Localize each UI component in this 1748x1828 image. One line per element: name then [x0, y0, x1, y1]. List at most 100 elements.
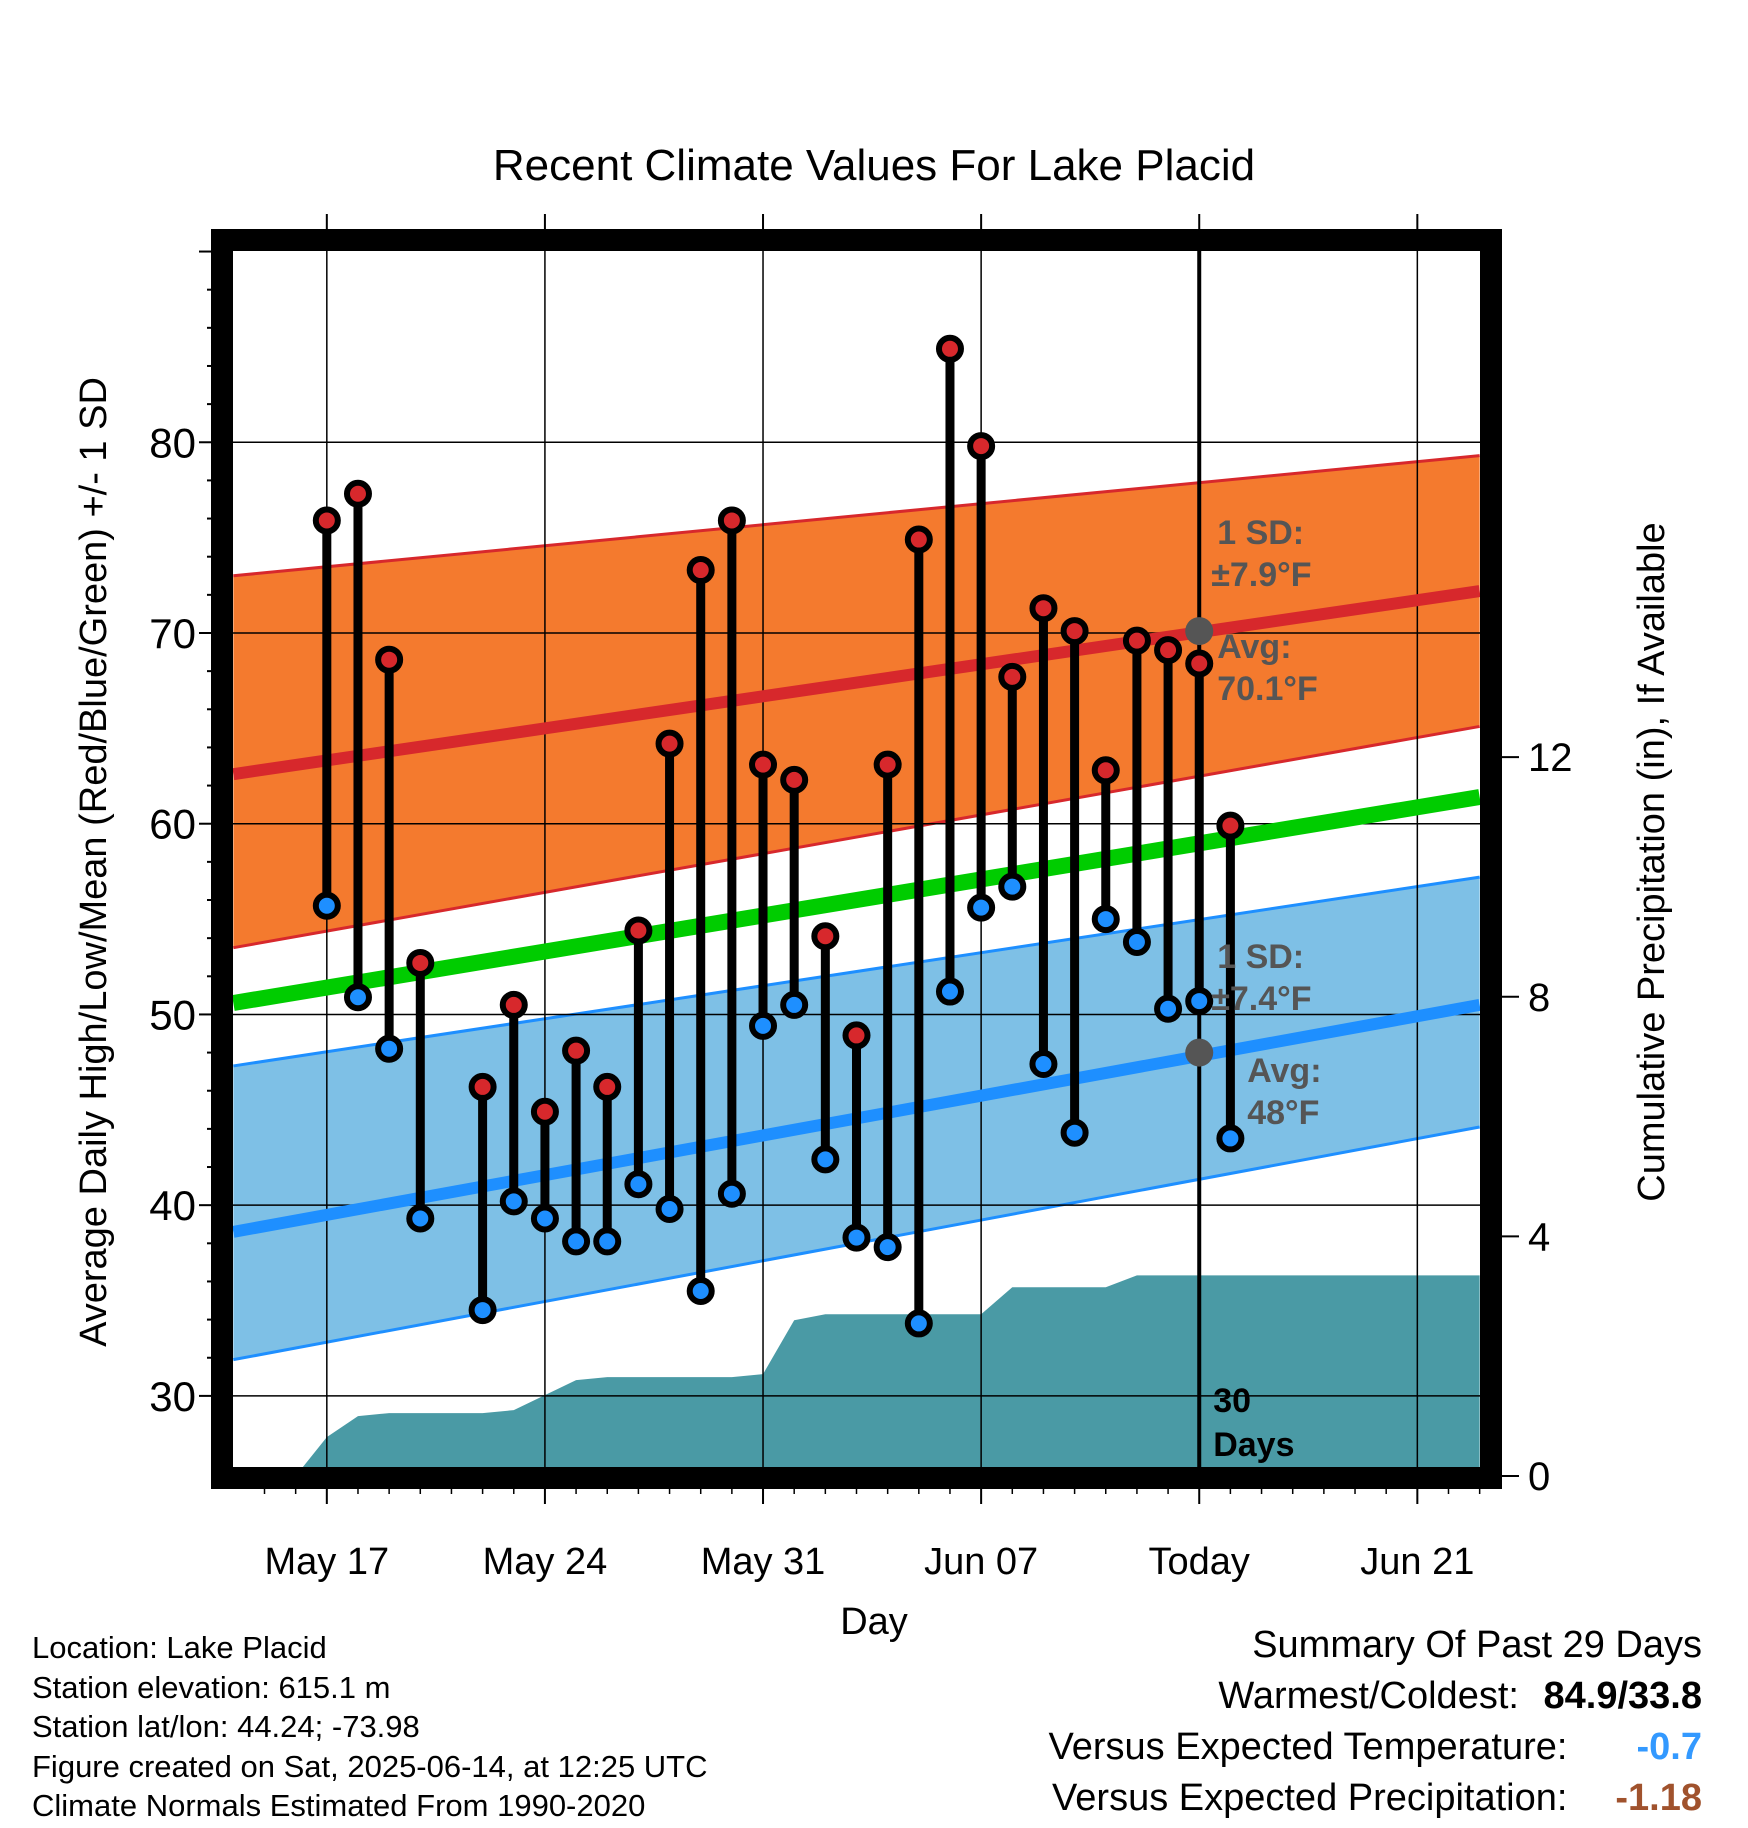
elevation-text: Station elevation: 615.1 m: [32, 1669, 391, 1705]
daily-high-marker: [375, 645, 404, 674]
high-sd-lower-edge: [233, 724, 1480, 950]
y-tick-label: 50: [149, 991, 196, 1038]
daily-low-marker: [406, 1204, 435, 1233]
daily-high-marker: [655, 729, 684, 758]
daily-high-marker: [1122, 626, 1151, 655]
x-tick-label: May 17: [265, 1541, 390, 1583]
daily-low-marker: [593, 1227, 622, 1256]
plot-area: 1 SD: ±7.9°F Avg: 70.1°F 1 SD: ±7.4°F Avg: 48°F…: [149, 214, 1573, 1583]
x-tick-label: May 31: [701, 1541, 826, 1583]
daily-high-marker: [1185, 649, 1214, 678]
today-low-normal-marker: [1185, 1038, 1214, 1067]
daily-low-marker: [686, 1276, 715, 1305]
daily-low-marker: [468, 1296, 497, 1325]
daily-low-marker: [904, 1309, 933, 1338]
chart-title: Recent Climate Values For Lake Placid: [493, 141, 1255, 190]
y-tick-label: 40: [149, 1182, 196, 1229]
high-average-line: [232, 585, 1481, 781]
daily-high-marker: [780, 765, 809, 794]
normals-text: Climate Normals Estimated From 1990-2020: [32, 1788, 646, 1823]
daily-high-marker: [967, 432, 996, 461]
daily-high-marker: [593, 1072, 622, 1101]
days-word-label: Days: [1213, 1426, 1294, 1464]
low-avg-label: Avg:: [1247, 1052, 1321, 1090]
summary-title: Summary Of Past 29 Days: [1252, 1624, 1702, 1666]
daily-low-marker: [935, 977, 964, 1006]
warm-cold-label: Warmest/Coldest:: [1218, 1675, 1519, 1717]
summary-panel: Summary Of Past 29 Days Warmest/Coldest:…: [1049, 1620, 1702, 1824]
daily-low-marker: [842, 1223, 871, 1252]
y2-tick-label: 0: [1528, 1455, 1550, 1499]
warm-cold-value: 84.9/33.8: [1543, 1675, 1702, 1717]
high-sd-label: 1 SD:: [1217, 514, 1304, 552]
daily-high-marker: [562, 1036, 591, 1065]
temp-anomaly-label: Versus Expected Temperature:: [1048, 1726, 1568, 1768]
station-info: Location: Lake Placid Station elevation:…: [32, 1628, 708, 1826]
low-sd-upper-edge: [233, 875, 1480, 1068]
daily-low-marker: [873, 1233, 902, 1262]
latlon-text: Station lat/lon: 44.24; -73.98: [32, 1709, 420, 1744]
high-sd-value: ±7.9°F: [1211, 556, 1311, 594]
x-tick-label: May 24: [483, 1541, 608, 1583]
y-tick-label: 70: [149, 610, 196, 657]
daily-low-marker: [655, 1194, 684, 1223]
days-count-label: 30: [1213, 1382, 1251, 1420]
today-high-normal-marker: [1185, 617, 1214, 646]
x-tick-label: Today: [1149, 1541, 1250, 1583]
created-text: Figure created on Sat, 2025-06-14, at 12…: [32, 1748, 708, 1784]
daily-low-marker: [499, 1187, 528, 1216]
y2-tick-label: 4: [1528, 1215, 1550, 1259]
y-tick-label: 30: [149, 1373, 196, 1420]
plot-frame: [211, 229, 1502, 1489]
x-tick-label: Jun 21: [1360, 1541, 1474, 1583]
y2-axis-label: Cumulative Precipitation (in), If Availa…: [1631, 522, 1673, 1201]
location-text: Location: Lake Placid: [32, 1630, 327, 1665]
daily-low-marker: [717, 1179, 746, 1208]
daily-low-marker: [1185, 987, 1214, 1016]
daily-high-marker: [468, 1072, 497, 1101]
daily-high-marker: [1091, 756, 1120, 785]
plot-interior: [224, 242, 1489, 1476]
summary-warm-cold: Warmest/Coldest: 84.9/33.8: [1049, 1671, 1702, 1722]
daily-low-marker: [530, 1204, 559, 1233]
x-tick-label: Jun 07: [924, 1541, 1038, 1583]
y-axis-label: Average Daily High/Low/Mean (Red/Blue/Gr…: [73, 377, 115, 1347]
daily-low-marker: [1091, 905, 1120, 934]
daily-high-marker: [1060, 617, 1089, 646]
daily-low-marker: [1216, 1124, 1245, 1153]
daily-high-marker: [873, 750, 902, 779]
daily-high-marker: [717, 506, 746, 535]
daily-low-marker: [1122, 927, 1151, 956]
y-tick-label: 60: [149, 801, 196, 848]
daily-low-marker: [343, 983, 372, 1012]
daily-low-marker: [780, 990, 809, 1019]
x-axis-label: Day: [840, 1601, 908, 1643]
high-sd-upper-edge: [233, 454, 1480, 578]
low-sd-label: 1 SD:: [1217, 938, 1304, 976]
precip-anomaly-value: -1.18: [1615, 1777, 1702, 1819]
daily-low-marker: [1154, 994, 1183, 1023]
temp-anomaly-value: -0.7: [1636, 1726, 1702, 1768]
y2-tick-label: 12: [1528, 736, 1573, 780]
daily-low-marker: [998, 872, 1027, 901]
daily-low-marker: [1029, 1050, 1058, 1079]
daily-high-marker: [1029, 594, 1058, 623]
low-avg-value: 48°F: [1247, 1094, 1319, 1132]
daily-high-marker: [530, 1097, 559, 1126]
daily-high-marker: [749, 750, 778, 779]
daily-high-marker: [312, 506, 341, 535]
daily-low-marker: [1060, 1118, 1089, 1147]
daily-low-marker: [375, 1034, 404, 1063]
y-tick-label: 80: [149, 419, 196, 466]
daily-low-marker: [811, 1145, 840, 1174]
y2-tick-label: 8: [1528, 976, 1550, 1020]
daily-low-marker: [624, 1170, 653, 1199]
daily-low-marker: [967, 893, 996, 922]
daily-high-marker: [686, 556, 715, 585]
daily-high-marker: [343, 479, 372, 508]
high-avg-value: 70.1°F: [1217, 670, 1318, 708]
precip-anomaly-label: Versus Expected Precipitation:: [1052, 1777, 1568, 1819]
daily-high-marker: [842, 1021, 871, 1050]
mean-average-line: [232, 789, 1481, 1011]
